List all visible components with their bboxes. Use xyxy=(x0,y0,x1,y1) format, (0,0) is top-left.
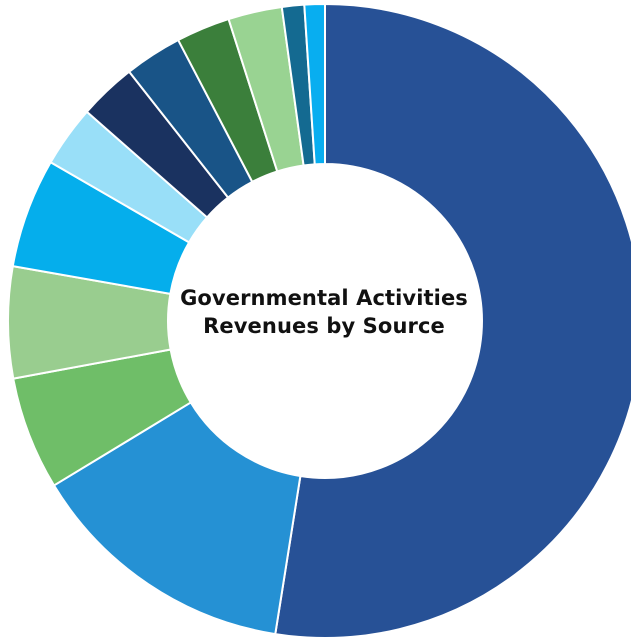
chart-title-line-1: Governmental Activities xyxy=(180,286,468,310)
pie-slice-1 xyxy=(274,3,631,639)
chart-title: Governmental Activities Revenues by Sour… xyxy=(174,284,474,341)
pie-slice-2 xyxy=(52,401,302,636)
chart-title-line-2: Revenues by Source xyxy=(203,314,445,339)
pie-slice-12 xyxy=(303,3,326,166)
